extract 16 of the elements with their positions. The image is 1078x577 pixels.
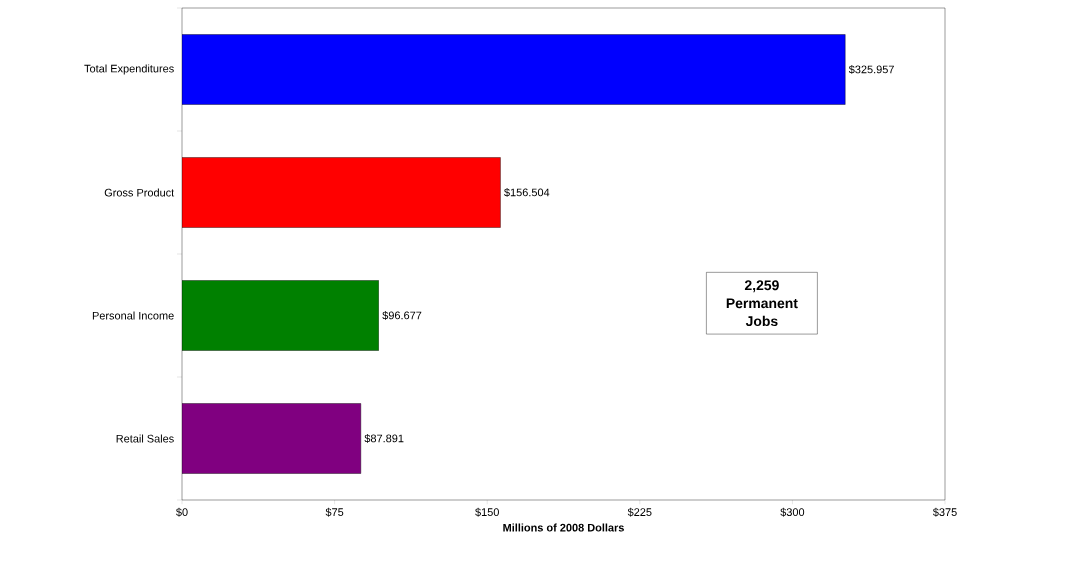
y-tick-label: Personal Income	[92, 311, 174, 320]
data-label: $96.677	[382, 311, 422, 320]
x-axis-title: Millions of 2008 Dollars	[503, 523, 624, 532]
x-tick-label: $75	[325, 507, 344, 517]
data-label: $156.504	[504, 188, 550, 197]
x-tick-label: $300	[780, 507, 805, 517]
y-tick-label: Retail Sales	[116, 434, 174, 443]
data-label: $325.957	[848, 65, 894, 74]
x-tick-label: $150	[475, 507, 499, 517]
x-tick-label: $225	[627, 507, 652, 517]
data-label: $87.891	[364, 434, 404, 443]
y-tick-label: Gross Product	[104, 188, 175, 197]
annotation: 2,259 Permanent Jobs	[726, 280, 798, 327]
x-tick-label: $375	[932, 507, 957, 517]
x-tick-label: $0	[176, 507, 188, 517]
y-tick-label: Total Expenditures	[84, 64, 174, 75]
